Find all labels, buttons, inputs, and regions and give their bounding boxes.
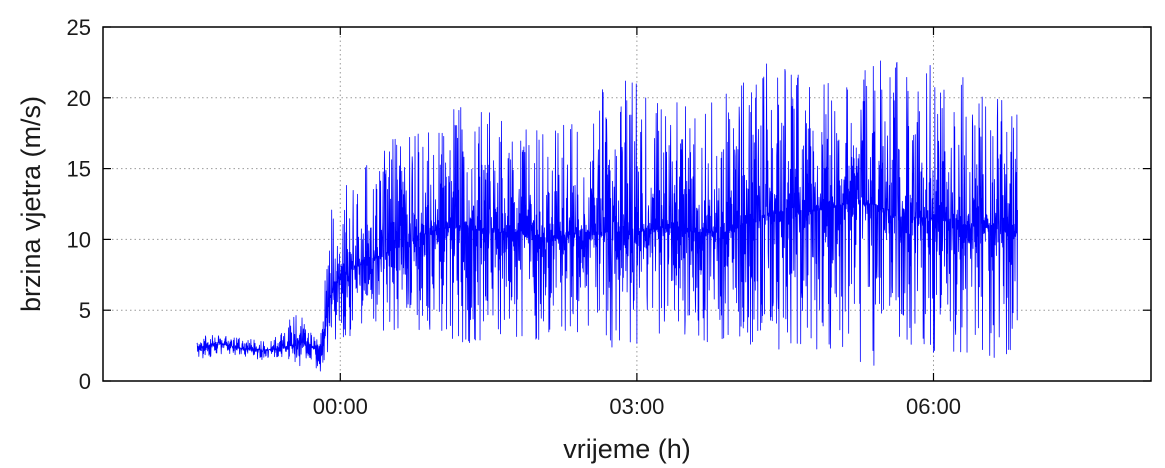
y-tick-label: 5 [79, 298, 91, 323]
series-wind-speed [196, 60, 1018, 372]
y-axis-ticks: 0 5 10 15 20 25 [67, 15, 1151, 394]
plot-frame [102, 26, 1152, 382]
y-tick-label: 15 [67, 157, 91, 182]
x-tick-label: 03:00 [609, 394, 664, 419]
x-tick-label: 00:00 [313, 394, 368, 419]
series-line [196, 60, 1018, 372]
y-tick-label: 0 [79, 369, 91, 394]
x-axis-ticks: 00:00 03:00 06:00 [313, 27, 961, 419]
y-tick-label: 25 [67, 15, 91, 40]
x-axis-label: vrijeme (h) [563, 434, 691, 464]
y-tick-label: 20 [67, 86, 91, 111]
y-tick-label: 10 [67, 227, 91, 252]
x-tick-label: 06:00 [906, 394, 961, 419]
y-axis-label: brzina vjetra (m/s) [16, 96, 46, 312]
